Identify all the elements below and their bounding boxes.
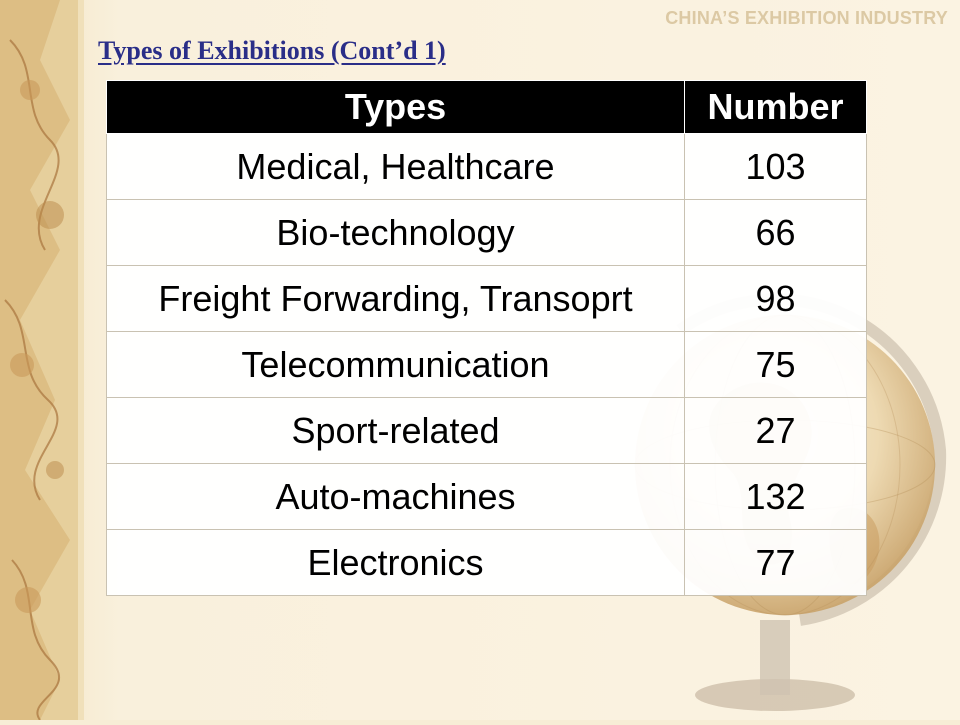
table-header-row: Types Number: [106, 80, 867, 134]
type-cell: Bio-technology: [106, 199, 685, 266]
type-cell: Electronics: [106, 529, 685, 596]
table-row: Sport-related 27: [106, 397, 867, 464]
type-cell: Freight Forwarding, Transoprt: [106, 265, 685, 332]
type-cell: Medical, Healthcare: [106, 133, 685, 200]
table-row: Medical, Healthcare 103: [106, 133, 867, 200]
number-cell: 132: [684, 463, 867, 530]
number-cell: 103: [684, 133, 867, 200]
type-cell: Telecommunication: [106, 331, 685, 398]
section-tag: CHINA’S EXHIBITION INDUSTRY: [665, 8, 948, 28]
number-cell: 27: [684, 397, 867, 464]
table-row: Bio-technology 66: [106, 199, 867, 266]
number-cell: 98: [684, 265, 867, 332]
number-cell: 75: [684, 331, 867, 398]
exhibition-types-table: Types Number Medical, Healthcare 103 Bio…: [106, 80, 867, 596]
slide-title: Types of Exhibitions (Cont’d 1): [98, 36, 446, 65]
table-row: Freight Forwarding, Transoprt 98: [106, 265, 867, 332]
number-cell: 66: [684, 199, 867, 266]
table-row: Electronics 77: [106, 529, 867, 596]
type-cell: Sport-related: [106, 397, 685, 464]
type-cell: Auto-machines: [106, 463, 685, 530]
column-header-number: Number: [684, 80, 867, 134]
column-header-types: Types: [106, 80, 685, 134]
table-row: Auto-machines 132: [106, 463, 867, 530]
number-cell: 77: [684, 529, 867, 596]
table-row: Telecommunication 75: [106, 331, 867, 398]
old-map-decoration: [0, 0, 84, 720]
